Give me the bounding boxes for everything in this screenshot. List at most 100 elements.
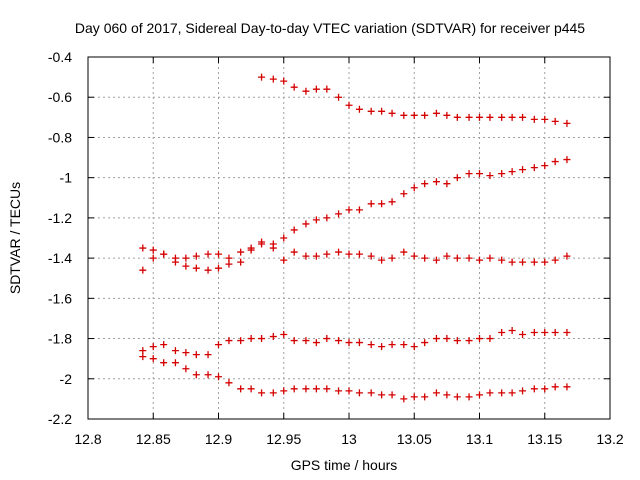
data-point <box>290 248 298 256</box>
x-tick-label: 12.85 <box>136 431 171 447</box>
data-point <box>453 113 461 121</box>
data-point <box>400 111 408 119</box>
chart-title: Day 060 of 2017, Sidereal Day-to-day VTE… <box>75 20 585 36</box>
data-point <box>551 158 559 166</box>
y-tick-label: -1.8 <box>48 331 72 347</box>
data-point <box>400 395 408 403</box>
data-point <box>302 220 310 228</box>
data-point <box>182 349 190 357</box>
y-tick-label: -1.4 <box>48 250 72 266</box>
data-point <box>378 107 386 115</box>
data-point <box>225 337 233 345</box>
data-point <box>465 254 473 262</box>
data-point <box>541 385 549 393</box>
data-point <box>530 258 538 266</box>
data-point <box>519 258 527 266</box>
x-tick-label: 12.8 <box>74 431 101 447</box>
data-point <box>215 341 222 349</box>
data-point <box>388 391 396 399</box>
data-point <box>225 254 233 262</box>
data-point <box>388 254 396 262</box>
data-point <box>355 250 363 258</box>
data-point <box>443 180 451 188</box>
data-point <box>302 87 310 95</box>
data-point <box>367 107 375 115</box>
data-point <box>160 341 168 349</box>
data-point <box>139 353 147 361</box>
data-point <box>225 379 233 387</box>
data-point <box>465 337 473 345</box>
data-point <box>421 339 429 347</box>
data-point <box>345 101 353 109</box>
data-point <box>541 162 549 170</box>
data-point <box>345 206 353 214</box>
data-point <box>192 252 200 260</box>
series-3 <box>139 240 571 274</box>
data-point <box>290 83 298 91</box>
data-point <box>204 371 212 379</box>
data-point <box>247 385 255 393</box>
data-point <box>280 387 288 395</box>
x-tick-label: 12.9 <box>205 431 232 447</box>
data-point <box>149 254 157 262</box>
data-point <box>378 200 386 208</box>
data-point <box>312 385 320 393</box>
data-point <box>312 216 320 224</box>
data-point <box>476 391 483 399</box>
data-point <box>367 389 375 397</box>
series-4 <box>139 327 571 359</box>
data-point <box>486 172 494 180</box>
data-point <box>290 385 298 393</box>
data-point <box>432 335 440 343</box>
data-point <box>541 258 549 266</box>
data-point <box>302 252 310 260</box>
data-point <box>312 339 320 347</box>
data-point <box>432 109 440 117</box>
data-point <box>247 246 255 254</box>
data-point <box>345 250 353 258</box>
y-tick-label: -0.4 <box>48 49 72 65</box>
data-point <box>237 337 245 345</box>
data-point <box>508 168 516 176</box>
data-point <box>269 333 277 341</box>
data-point <box>432 256 440 264</box>
y-axis-label: SDTVAR / TECUs <box>7 182 23 294</box>
data-point <box>247 335 255 343</box>
data-point <box>335 93 343 101</box>
data-point <box>139 347 147 355</box>
data-point <box>432 178 440 186</box>
data-point <box>171 347 179 355</box>
data-point <box>498 113 506 121</box>
data-point <box>367 252 375 260</box>
data-point <box>345 387 353 395</box>
data-point <box>258 240 266 248</box>
data-point <box>519 331 527 339</box>
data-point <box>410 393 418 401</box>
data-point <box>280 234 288 242</box>
data-point <box>551 256 559 264</box>
data-point <box>486 113 494 121</box>
data-point <box>323 335 331 343</box>
data-point <box>551 117 559 125</box>
data-point <box>551 383 559 391</box>
data-point <box>269 75 277 83</box>
data-point <box>563 329 571 337</box>
data-point <box>410 252 418 260</box>
data-point <box>378 256 386 264</box>
data-point <box>160 359 168 367</box>
data-point <box>225 260 233 268</box>
y-tick-label: -1 <box>60 170 73 186</box>
data-point <box>258 73 266 81</box>
y-tick-label: -0.6 <box>48 89 72 105</box>
data-point <box>453 337 461 345</box>
data-point <box>388 109 396 117</box>
data-point <box>508 327 516 335</box>
data-point <box>312 85 320 93</box>
data-point <box>486 389 494 397</box>
data-point <box>280 256 288 264</box>
y-tick-label: -1.6 <box>48 290 72 306</box>
data-point <box>410 184 418 192</box>
data-point <box>563 383 571 391</box>
data-point <box>453 393 461 401</box>
